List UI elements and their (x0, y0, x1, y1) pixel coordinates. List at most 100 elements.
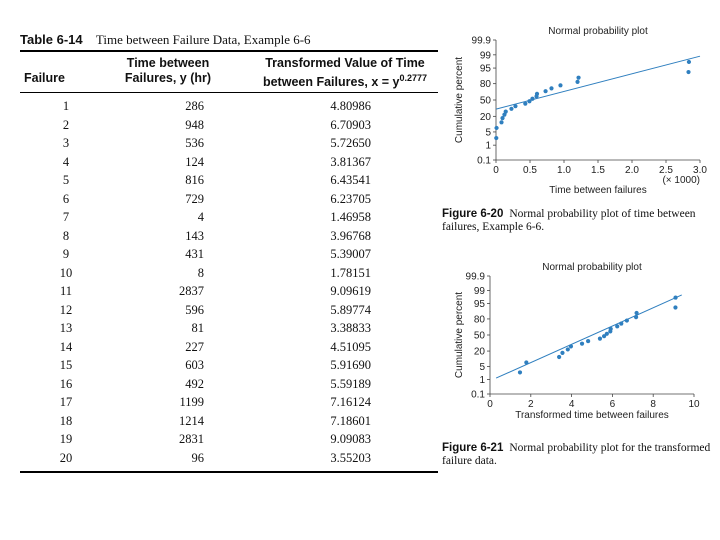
figure-number-20: Figure 6-20 (442, 208, 504, 220)
data-point (686, 59, 692, 65)
data-point (565, 347, 570, 352)
cell-failure: 15 (59, 358, 73, 372)
cell-failure: 18 (59, 413, 73, 428)
data-point (494, 125, 499, 131)
table-row: 7 4 1.46958 (20, 208, 438, 227)
data-point (624, 318, 629, 323)
figure-text-20: Normal probability plot of time between … (442, 208, 696, 233)
data-point (686, 69, 691, 75)
table-row: 1 286 4.80986 (20, 97, 438, 116)
cell-transformed: 9.09619 (330, 284, 371, 298)
x-tick-label: 2.5 (659, 165, 673, 176)
cell-time: 2837 (179, 284, 204, 298)
data-point (633, 315, 639, 320)
table-row: 15 603 5.91690 (20, 356, 438, 375)
cell-failure: 2 (62, 117, 70, 132)
cell-transformed: 5.91690 (330, 358, 371, 372)
x-tick-label: 0.5 (523, 165, 537, 176)
y-tick-label: 99.9 (466, 272, 486, 283)
figure-caption-21: Figure 6-21 Normal probability plot for t… (442, 442, 720, 468)
table-row: 4 124 3.81367 (20, 153, 438, 172)
figure-number-21: Figure 6-21 (442, 442, 504, 454)
x-axis-label: Transformed time between failures (515, 410, 669, 421)
data-point (527, 99, 532, 104)
x-axis-label: Time between failures (549, 185, 646, 196)
header-transformed: Transformed Value of Time between Failur… (262, 56, 428, 90)
cell-time: 143 (185, 228, 204, 243)
fit-line (495, 294, 682, 379)
cell-time: 729 (185, 191, 204, 206)
y-tick-label: 80 (480, 79, 492, 90)
data-point (560, 350, 565, 355)
table-row: 9 431 5.39007 (20, 245, 438, 264)
data-point (558, 83, 563, 88)
table-row: 18 1214 7.18601 (20, 412, 438, 431)
table-header-rule (20, 92, 438, 93)
table-row: 14 227 4.51095 (20, 338, 438, 357)
x-tick-label: 1.0 (557, 165, 571, 176)
y-tick-label: 95 (474, 299, 486, 310)
cell-time: 603 (185, 358, 204, 372)
data-point (576, 75, 581, 80)
cell-failure: 6 (62, 191, 70, 206)
cell-time: 816 (185, 173, 204, 187)
y-axis-label: Cumulative percent (454, 57, 465, 143)
probability-plot-raw-svg: Normal probability plot 0.1 1 5 20 50 80 95 99 99… (454, 26, 707, 196)
data-point (543, 89, 548, 94)
figure-text-21: Normal probability plot for the transfor… (442, 442, 711, 467)
table-row: 13 81 3.38833 (20, 319, 438, 338)
cell-transformed: 3.55203 (330, 450, 371, 465)
data-point (568, 344, 574, 349)
cell-failure: 20 (59, 450, 73, 465)
data-point (557, 354, 562, 360)
plot-title: Normal probability plot (542, 262, 642, 273)
plot-title: Normal probability plot (548, 26, 648, 37)
cell-transformed: 3.81367 (330, 154, 371, 169)
x-tick-label: 6 (610, 399, 616, 410)
cell-failure: 3 (62, 136, 70, 150)
cell-failure: 12 (59, 302, 73, 317)
cell-failure: 11 (59, 284, 73, 298)
y-tick-label: 1 (479, 375, 485, 386)
y-tick-label: 1 (485, 141, 491, 152)
cell-failure: 13 (59, 321, 73, 335)
y-tick-label: 5 (479, 362, 485, 373)
y-axis-label: Cumulative percent (454, 292, 465, 378)
probability-plot-transformed-svg: Normal probability plot0.115205080959999… (454, 262, 700, 421)
table-row: 11 2837 9.09619 (20, 282, 438, 301)
header-failure: Failure (24, 71, 65, 85)
y-tick-label: 0.1 (471, 390, 485, 401)
table-row: 16 492 5.59189 (20, 375, 438, 394)
table-row: 8 143 3.96768 (20, 227, 438, 246)
cell-time: 4 (197, 210, 204, 224)
table-title: Time between Failure Data, Example 6-6 (95, 32, 311, 47)
cell-transformed: 6.70903 (330, 117, 371, 132)
cell-transformed: 4.80986 (330, 99, 371, 113)
cell-time: 948 (185, 117, 204, 132)
x-tick-label: 1.5 (591, 165, 605, 176)
cell-time: 286 (185, 99, 204, 113)
data-point (619, 321, 624, 326)
data-point (509, 106, 514, 111)
x-tick-label: 8 (650, 399, 656, 410)
data-point (604, 331, 609, 336)
cell-failure: 17 (59, 395, 73, 409)
table-row: 5 816 6.43541 (20, 171, 438, 190)
probability-plot-raw: Normal probability plot 0.1 1 5 20 50 80 95 99 99… (452, 22, 720, 200)
header-time: Time between Failures, y (hr) (124, 56, 212, 85)
table-row: 20 96 3.55203 (20, 449, 438, 468)
y-tick-label: 20 (480, 112, 492, 123)
cell-transformed: 9.09083 (330, 432, 371, 446)
data-point (549, 86, 554, 91)
cell-failure: 10 (59, 265, 73, 280)
cell-failure: 19 (59, 432, 73, 446)
x-tick-label: 0 (493, 165, 499, 176)
data-point (494, 135, 499, 141)
table-caption: Table 6-14 Time between Failure Data, Ex… (20, 30, 438, 50)
table-row: 12 596 5.89774 (20, 301, 438, 320)
fit-line (495, 55, 701, 110)
data-point (530, 96, 535, 101)
cell-time: 227 (185, 339, 204, 354)
cell-transformed: 6.43541 (330, 173, 371, 187)
cell-time: 492 (185, 376, 204, 391)
